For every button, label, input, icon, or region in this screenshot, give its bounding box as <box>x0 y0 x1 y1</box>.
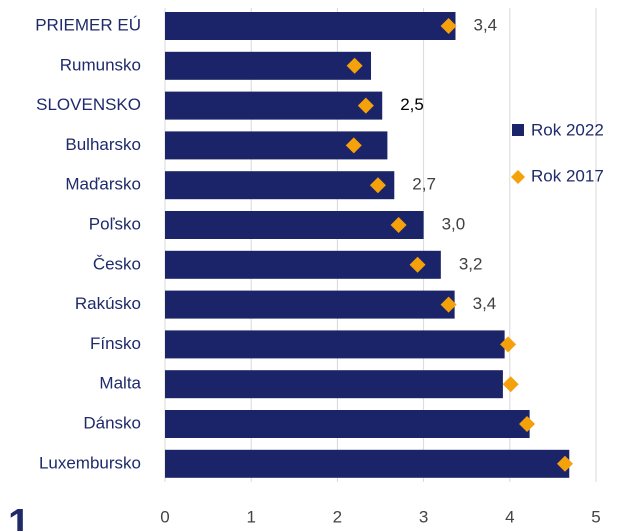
x-tick-label: 1 <box>246 507 255 526</box>
diamond-marker <box>519 416 536 432</box>
category-label: Fínsko <box>90 334 141 353</box>
category-label: Malta <box>99 374 141 393</box>
diamond-marker <box>440 296 457 313</box>
diamond-marker <box>556 455 573 472</box>
legend-swatch <box>511 170 525 184</box>
x-tick-label: 2 <box>333 507 342 526</box>
bar <box>165 211 424 239</box>
x-tick-label: 3 <box>419 507 428 526</box>
x-tick-label: 5 <box>591 507 600 526</box>
category-label: Česko <box>93 254 141 273</box>
bar <box>165 51 372 80</box>
diamond-marker <box>390 217 407 233</box>
diamond-marker <box>500 336 517 353</box>
category-label: SLOVENSKO <box>36 95 141 114</box>
diamond-marker <box>502 376 519 393</box>
legend-swatch <box>512 124 524 136</box>
bar <box>165 250 441 279</box>
diamond-marker <box>369 177 386 194</box>
category-label: PRIEMER EÚ <box>35 15 141 34</box>
legend-label: Rok 2017 <box>531 166 604 185</box>
diamond-marker <box>346 57 363 74</box>
bar <box>165 410 530 438</box>
category-label: Poľsko <box>89 214 141 233</box>
bar <box>165 330 505 359</box>
diamond-marker <box>440 18 457 34</box>
value-label: 3,0 <box>442 214 466 233</box>
category-label: Bulharsko <box>65 135 141 154</box>
category-label: Maďarsko <box>65 175 141 194</box>
value-label: 3,2 <box>459 254 483 273</box>
value-label: 3,4 <box>473 294 497 313</box>
diamond-marker <box>345 137 362 154</box>
x-tick-label: 4 <box>505 507 514 526</box>
bar <box>165 91 383 120</box>
x-tick-label: 0 <box>160 507 169 526</box>
value-label: 2,5 <box>400 95 424 114</box>
bar <box>165 370 503 399</box>
footnote-mark: 1 <box>8 502 30 531</box>
legend-label: Rok 2022 <box>531 120 604 139</box>
category-label: Rakúsko <box>75 294 141 313</box>
category-label: Luxembursko <box>39 453 141 472</box>
bar <box>165 12 456 40</box>
bar <box>165 290 455 319</box>
category-label: Dánsko <box>83 413 141 432</box>
category-label: Rumunsko <box>60 55 141 74</box>
diamond-marker <box>409 256 426 273</box>
value-label: 2,7 <box>412 175 436 194</box>
value-label: 3,4 <box>473 15 497 34</box>
diamond-marker <box>357 97 374 114</box>
bar <box>165 171 395 200</box>
bar <box>165 449 570 478</box>
